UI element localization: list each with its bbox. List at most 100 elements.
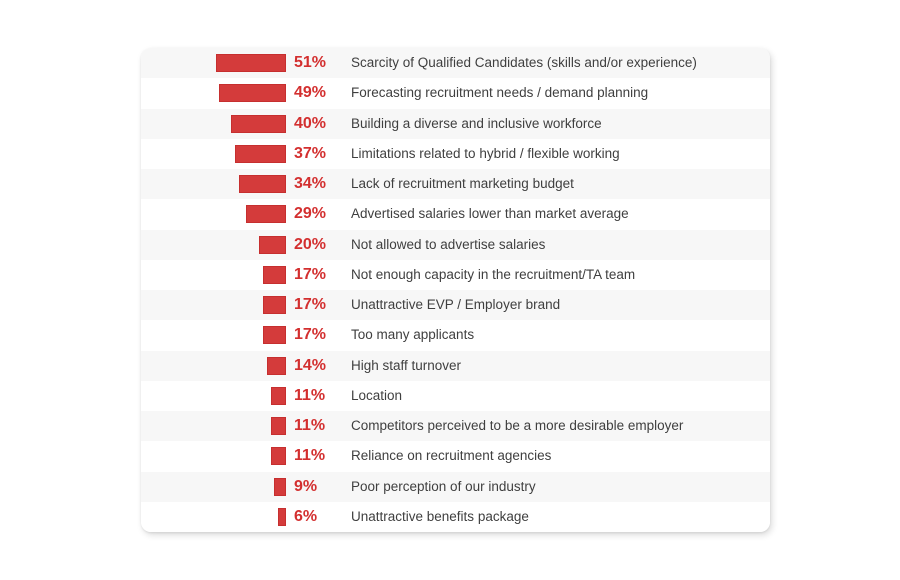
category-cell: Limitations related to hybrid / flexible… [344, 145, 770, 163]
category-cell: Building a diverse and inclusive workfor… [344, 115, 770, 133]
value-cell: 6% [286, 508, 344, 526]
chart-row: 14% High staff turnover [141, 350, 770, 381]
bar [239, 175, 286, 194]
bar [277, 507, 286, 526]
value-label: 17% [294, 296, 327, 314]
value-label: 34% [294, 175, 327, 193]
value-cell: 11% [286, 417, 344, 435]
chart-row: 17% Not enough capacity in the recruitme… [141, 259, 770, 290]
bar-cell [141, 386, 286, 405]
value-cell: 49% [286, 84, 344, 102]
value-label: 11% [294, 386, 326, 404]
category-cell: Unattractive EVP / Employer brand [344, 296, 770, 314]
value-label: 29% [294, 205, 327, 223]
bar-cell [141, 265, 286, 284]
chart-row: 20% Not allowed to advertise salaries [141, 229, 770, 260]
category-cell: Location [344, 387, 770, 405]
bar [266, 356, 286, 375]
category-label: Too many applicants [351, 327, 475, 343]
chart-row: 11% Competitors perceived to be a more d… [141, 411, 770, 442]
category-label: Competitors perceived to be a more desir… [351, 418, 684, 434]
category-label: Scarcity of Qualified Candidates (skills… [351, 55, 697, 71]
chart-row: 6% Unattractive benefits package [141, 501, 770, 532]
value-cell: 9% [286, 478, 344, 496]
chart-row: 11% Reliance on recruitment agencies [141, 441, 770, 472]
category-label: Poor perception of our industry [351, 478, 536, 494]
chart-row: 49% Forecasting recruitment needs / dema… [141, 78, 770, 109]
bar-cell [141, 447, 286, 466]
value-label: 37% [294, 144, 327, 162]
value-label: 17% [294, 265, 327, 283]
bar-cell [141, 417, 286, 436]
category-label: Building a diverse and inclusive workfor… [351, 115, 602, 131]
value-label: 14% [294, 356, 327, 374]
chart-row: 29% Advertised salaries lower than marke… [141, 199, 770, 230]
bar [258, 235, 286, 254]
category-label: Advertised salaries lower than market av… [351, 206, 629, 222]
bar [216, 54, 286, 73]
category-cell: High staff turnover [344, 357, 770, 375]
category-label: Not enough capacity in the recruitment/T… [351, 266, 636, 282]
value-label: 20% [294, 235, 327, 253]
bar [235, 144, 286, 163]
bar-cell [141, 356, 286, 375]
value-label: 6% [294, 507, 318, 525]
bar-cell [141, 84, 286, 103]
value-cell: 20% [286, 236, 344, 254]
value-cell: 17% [286, 326, 344, 344]
bar-cell [141, 326, 286, 345]
chart-row: 9% Poor perception of our industry [141, 471, 770, 502]
chart-row: 17% Too many applicants [141, 320, 770, 351]
bar-cell [141, 205, 286, 224]
category-cell: Scarcity of Qualified Candidates (skills… [344, 54, 770, 72]
value-cell: 17% [286, 266, 344, 284]
bar-cell [141, 235, 286, 254]
category-cell: Forecasting recruitment needs / demand p… [344, 84, 770, 102]
bar [262, 296, 286, 315]
category-label: Forecasting recruitment needs / demand p… [351, 85, 649, 101]
value-cell: 34% [286, 175, 344, 193]
bar [246, 205, 286, 224]
bar-cell [141, 144, 286, 163]
category-cell: Not enough capacity in the recruitment/T… [344, 266, 770, 284]
bar-cell [141, 507, 286, 526]
chart-row: 51% Scarcity of Qualified Candidates (sk… [141, 48, 770, 79]
category-label: Reliance on recruitment agencies [351, 448, 552, 464]
category-label: Unattractive benefits package [351, 508, 529, 524]
category-cell: Lack of recruitment marketing budget [344, 175, 770, 193]
value-label: 11% [294, 417, 326, 435]
category-label: Not allowed to advertise salaries [351, 236, 546, 252]
bar [231, 114, 286, 133]
bar [218, 84, 286, 103]
value-cell: 14% [286, 357, 344, 375]
value-cell: 51% [286, 54, 344, 72]
bar-cell [141, 296, 286, 315]
chart-row: 11% Location [141, 380, 770, 411]
value-label: 11% [294, 447, 326, 465]
bar-cell [141, 54, 286, 73]
chart-row: 17% Unattractive EVP / Employer brand [141, 290, 770, 321]
category-label: Lack of recruitment marketing budget [351, 176, 574, 192]
category-label: Location [351, 387, 403, 403]
value-cell: 17% [286, 296, 344, 314]
category-label: Unattractive EVP / Employer brand [351, 297, 561, 313]
bar [262, 326, 286, 345]
value-label: 40% [294, 114, 327, 132]
value-cell: 40% [286, 115, 344, 133]
bar [262, 265, 286, 284]
chart-row: 37% Limitations related to hybrid / flex… [141, 138, 770, 169]
bar-chart-card: 51% Scarcity of Qualified Candidates (sk… [141, 48, 770, 532]
value-cell: 11% [286, 447, 344, 465]
category-cell: Poor perception of our industry [344, 478, 770, 496]
category-cell: Too many applicants [344, 326, 770, 344]
bar-cell [141, 114, 286, 133]
value-label: 9% [294, 477, 318, 495]
category-cell: Advertised salaries lower than market av… [344, 205, 770, 223]
chart-row: 34% Lack of recruitment marketing budget [141, 169, 770, 200]
bar [270, 447, 286, 466]
category-label: High staff turnover [351, 357, 462, 373]
category-label: Limitations related to hybrid / flexible… [351, 145, 620, 161]
category-cell: Reliance on recruitment agencies [344, 447, 770, 465]
category-cell: Not allowed to advertise salaries [344, 236, 770, 254]
